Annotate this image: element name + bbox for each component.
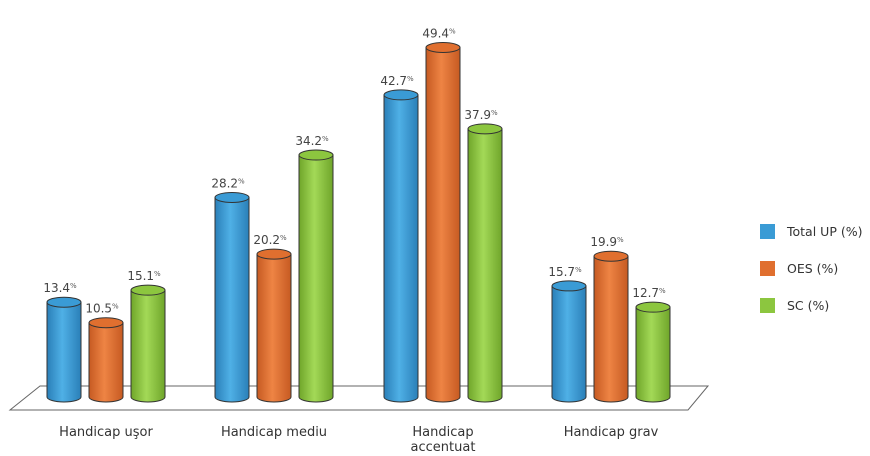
legend-item: Total UP (%) <box>760 224 862 239</box>
bar-body <box>46 301 82 403</box>
legend-label: SC (%) <box>787 298 829 313</box>
data-label-unit: % <box>659 287 666 295</box>
data-label-unit: % <box>617 236 624 244</box>
category-label: accentuat <box>411 440 476 455</box>
data-label: 13.4% <box>43 281 77 295</box>
bar <box>46 296 82 403</box>
bar <box>256 248 292 403</box>
bar-top <box>298 149 334 161</box>
bar <box>593 250 629 403</box>
data-label: 15.7% <box>548 265 582 279</box>
bar-body <box>551 285 587 403</box>
bar <box>298 149 334 403</box>
data-label-unit: % <box>70 282 77 290</box>
bar <box>130 284 166 403</box>
bar-top <box>46 296 82 308</box>
data-label: 10.5% <box>85 302 119 316</box>
bar-top <box>383 89 419 101</box>
bar-top <box>130 284 166 296</box>
bar-top <box>88 317 124 329</box>
data-label: 28.2% <box>211 176 245 190</box>
bar-top <box>425 41 461 53</box>
data-label: 20.2% <box>253 233 287 247</box>
bar-body <box>425 46 461 403</box>
data-label: 19.9% <box>590 235 624 249</box>
data-label: 15.1% <box>127 269 161 283</box>
legend-swatch <box>760 261 775 276</box>
bar-top <box>214 191 250 203</box>
legend-label: Total UP (%) <box>786 224 862 239</box>
bar-body <box>383 94 419 403</box>
legend-item: SC (%) <box>760 298 829 313</box>
legend: Total UP (%) OES (%) SC (%) <box>760 224 862 313</box>
data-label-unit: % <box>322 135 329 143</box>
bars-layer <box>46 41 671 403</box>
data-label-unit: % <box>238 177 245 185</box>
data-label-unit: % <box>112 303 119 311</box>
data-label-unit: % <box>280 234 287 242</box>
bar-body <box>635 306 671 403</box>
legend-label: OES (%) <box>787 261 838 276</box>
category-labels: Handicap uşor Handicap mediu Handicapaccen… <box>59 425 658 455</box>
category-label: Handicap <box>412 425 473 440</box>
bar-body <box>298 154 334 403</box>
data-label: 37.9% <box>464 108 498 122</box>
bar-body <box>593 255 629 403</box>
category-label: Handicap grav <box>564 425 659 440</box>
bar-body <box>130 289 166 403</box>
bar <box>635 301 671 403</box>
data-label-unit: % <box>449 27 456 35</box>
bar-body <box>214 196 250 403</box>
data-label: 42.7% <box>380 74 414 88</box>
bar <box>214 191 250 403</box>
bar-body <box>88 322 124 403</box>
category-label: Handicap mediu <box>221 425 327 440</box>
legend-item: OES (%) <box>760 261 838 276</box>
bar-top <box>551 280 587 292</box>
bar-top <box>593 250 629 262</box>
bar <box>383 89 419 403</box>
legend-swatch <box>760 224 775 239</box>
data-label-unit: % <box>154 270 161 278</box>
bar-body <box>467 128 503 403</box>
legend-swatch <box>760 298 775 313</box>
data-label: 34.2% <box>295 134 329 148</box>
data-label: 49.4% <box>422 26 456 40</box>
labels-layer: 13.4% 10.5% 15.1% 28.2% 20.2% 34.2% 42.7% 49.4%… <box>43 26 666 315</box>
bar-body <box>256 253 292 403</box>
bar <box>88 317 124 403</box>
bar-top <box>256 248 292 260</box>
data-label: 12.7% <box>632 286 666 300</box>
data-label-unit: % <box>491 109 498 117</box>
data-label-unit: % <box>407 75 414 83</box>
bar <box>467 123 503 403</box>
data-label-unit: % <box>575 266 582 274</box>
bar-top <box>467 123 503 135</box>
bar-top <box>635 301 671 313</box>
bar <box>425 41 461 403</box>
category-label: Handicap uşor <box>59 425 153 440</box>
bar <box>551 280 587 403</box>
